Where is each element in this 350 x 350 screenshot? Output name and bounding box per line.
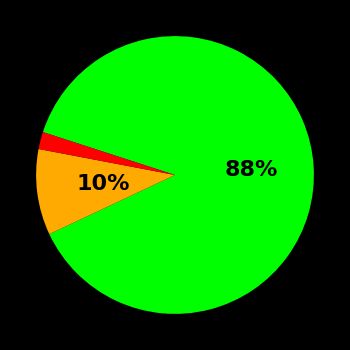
Wedge shape xyxy=(43,36,314,314)
Wedge shape xyxy=(36,149,175,234)
Wedge shape xyxy=(38,132,175,175)
Text: 10%: 10% xyxy=(77,174,130,194)
Text: 88%: 88% xyxy=(225,160,278,180)
